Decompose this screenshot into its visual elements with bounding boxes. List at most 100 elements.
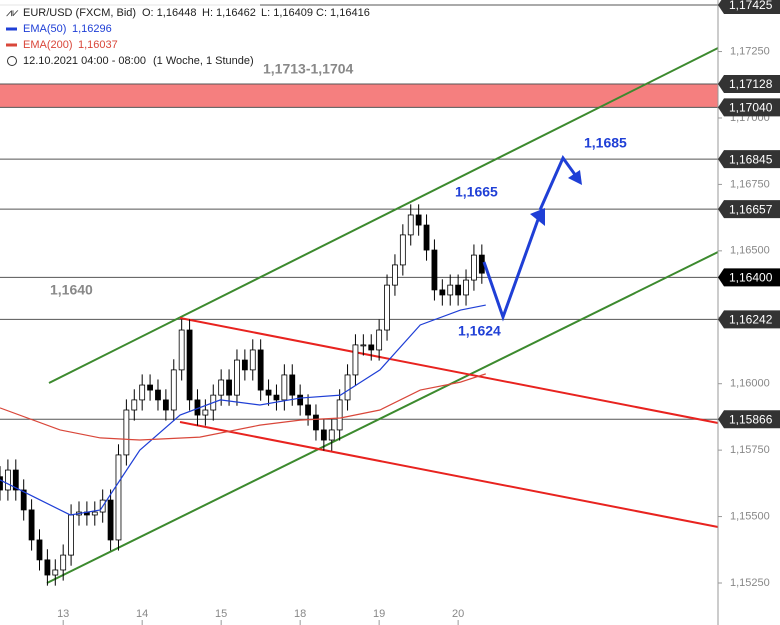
candles bbox=[0, 204, 486, 586]
candle-body bbox=[328, 429, 335, 441]
candle-body bbox=[12, 469, 19, 491]
level-box bbox=[718, 200, 780, 219]
candle-body bbox=[115, 454, 122, 541]
y-tick-label: 1,16000 bbox=[730, 378, 770, 390]
level-label: 1,17425 bbox=[729, 0, 773, 12]
candle-body bbox=[28, 509, 35, 541]
candle-body bbox=[305, 404, 311, 416]
x-tick-label: 13 bbox=[57, 608, 69, 620]
candle-body bbox=[439, 289, 446, 296]
y-tick-label: 1,17250 bbox=[730, 45, 770, 57]
candle-body bbox=[265, 389, 272, 396]
y-tick-label: 1,15250 bbox=[730, 577, 770, 589]
candle-body bbox=[178, 329, 185, 371]
candle-body bbox=[52, 569, 59, 576]
level-box bbox=[718, 74, 780, 93]
candle-body bbox=[399, 234, 406, 266]
annotation: 1,1624 bbox=[458, 323, 501, 339]
candle-body bbox=[447, 284, 454, 296]
ohlc: O: 1,16448 bbox=[142, 7, 196, 19]
y-tick-label: 1,15500 bbox=[730, 510, 770, 522]
candle-body bbox=[123, 409, 130, 456]
candle-body bbox=[392, 264, 398, 286]
channel-upper bbox=[48, 47, 719, 384]
candle-body bbox=[241, 359, 248, 371]
period: 12.10.2021 04:00 - 08:00 bbox=[23, 55, 146, 67]
level-box bbox=[718, 0, 780, 15]
candle-body bbox=[91, 511, 98, 516]
candle-body bbox=[344, 374, 351, 401]
candle-body bbox=[415, 214, 422, 226]
projection-arrow bbox=[538, 155, 578, 211]
legend-bg bbox=[0, 0, 260, 70]
y-tick-label: 1,16750 bbox=[730, 178, 770, 190]
candle-body bbox=[336, 399, 343, 431]
projection-arrow bbox=[482, 213, 542, 322]
candle-body bbox=[455, 284, 462, 296]
candle-body bbox=[20, 489, 27, 511]
legend-value: 1,16296 bbox=[72, 23, 112, 35]
candle-body bbox=[0, 476, 3, 491]
candle-body bbox=[407, 214, 414, 236]
level-label: 1,15866 bbox=[729, 412, 773, 426]
candle-body bbox=[131, 399, 138, 411]
candle-body bbox=[4, 469, 11, 491]
ohlc: H: 1,16462 bbox=[202, 7, 256, 19]
candle-body bbox=[139, 384, 146, 401]
candle-body bbox=[281, 374, 288, 401]
level-box bbox=[718, 310, 780, 329]
level-label: 1,17040 bbox=[729, 101, 773, 115]
candle-body bbox=[384, 284, 390, 331]
candle-body bbox=[60, 554, 67, 571]
candle-body bbox=[186, 329, 193, 401]
y-tick-label: 1,16500 bbox=[730, 245, 770, 257]
candle-body bbox=[320, 429, 327, 441]
annotation: 1,1685 bbox=[584, 135, 627, 151]
level-label: 1,16400 bbox=[729, 271, 773, 285]
candle-body bbox=[368, 344, 375, 351]
candle-body bbox=[162, 399, 169, 411]
legend-value: 1,16037 bbox=[78, 39, 118, 51]
candle-body bbox=[423, 224, 430, 251]
candle-body bbox=[352, 344, 359, 376]
candle-body bbox=[471, 254, 477, 281]
x-tick-label: 14 bbox=[136, 608, 148, 620]
level-box bbox=[718, 98, 780, 117]
candle-body bbox=[147, 384, 153, 391]
candle-body bbox=[431, 249, 438, 291]
candle-body bbox=[297, 394, 304, 406]
annotation: 1,1713-1,1704 bbox=[263, 61, 354, 77]
candle-body bbox=[155, 389, 161, 401]
candle-body bbox=[249, 349, 256, 371]
red-line-lower bbox=[179, 421, 719, 528]
candle-body bbox=[289, 374, 296, 396]
level-label: 1,16657 bbox=[729, 202, 773, 216]
annotation: 1,1640 bbox=[50, 282, 93, 298]
clock-icon bbox=[7, 56, 17, 66]
candle-body bbox=[36, 539, 43, 561]
ohlc: L: 1,16409 bbox=[261, 7, 313, 19]
level-box bbox=[718, 268, 780, 287]
candle-body bbox=[202, 409, 209, 416]
candle-body bbox=[234, 359, 240, 396]
arrow-head bbox=[568, 170, 582, 185]
candle-body bbox=[273, 394, 280, 401]
candle-body bbox=[170, 369, 177, 411]
red-line-upper bbox=[179, 317, 719, 424]
x-tick-label: 15 bbox=[215, 608, 227, 620]
legend-name: EMA(50) bbox=[23, 23, 66, 35]
candle-body bbox=[313, 414, 319, 431]
candle-body bbox=[107, 499, 114, 541]
candle-body bbox=[463, 279, 469, 296]
arrow-head bbox=[530, 208, 545, 226]
level-label: 1,16845 bbox=[729, 152, 773, 166]
level-box bbox=[718, 150, 780, 169]
ema-line bbox=[0, 373, 486, 441]
chart-icon: ⩘⩗ bbox=[6, 7, 19, 19]
candle-body bbox=[68, 514, 74, 556]
annotation: 1,1665 bbox=[455, 184, 498, 200]
candle-body bbox=[360, 344, 367, 347]
ema-line bbox=[0, 304, 486, 516]
x-tick-label: 20 bbox=[452, 608, 464, 620]
